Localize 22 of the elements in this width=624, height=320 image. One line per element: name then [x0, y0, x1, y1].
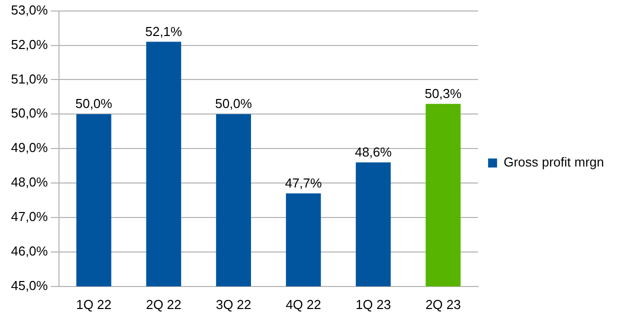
- y-tick-label: 48,0%: [10, 174, 48, 190]
- data-label: 48,6%: [354, 144, 392, 160]
- x-tick-label: 1Q 23: [356, 296, 391, 312]
- x-tick-label: 1Q 22: [76, 296, 112, 312]
- y-tick-label: 46,0%: [10, 244, 48, 259]
- y-tick-label: 49,0%: [10, 140, 48, 156]
- y-tick-label: 51,0%: [10, 71, 48, 86]
- y-tick-label: 52,0%: [10, 36, 48, 52]
- data-label: 50,0%: [215, 96, 252, 112]
- x-tick-label: 3Q 22: [216, 296, 252, 312]
- legend-label: Gross profit mrgn: [504, 154, 604, 170]
- y-tick-label: 45,0%: [10, 278, 48, 293]
- y-tick-label: 50,0%: [10, 106, 48, 121]
- x-tick-label: 4Q 22: [286, 296, 322, 312]
- data-label: 50,3%: [424, 86, 462, 101]
- y-tick-label: 47,0%: [10, 209, 48, 224]
- data-label: 50,0%: [75, 96, 113, 112]
- data-label: 52,1%: [145, 24, 183, 39]
- x-tick-label: 2Q 22: [146, 296, 182, 312]
- x-tick-label: 2Q 23: [425, 296, 461, 312]
- data-label: 47,7%: [284, 175, 322, 190]
- y-tick-label: 53,0%: [10, 2, 48, 18]
